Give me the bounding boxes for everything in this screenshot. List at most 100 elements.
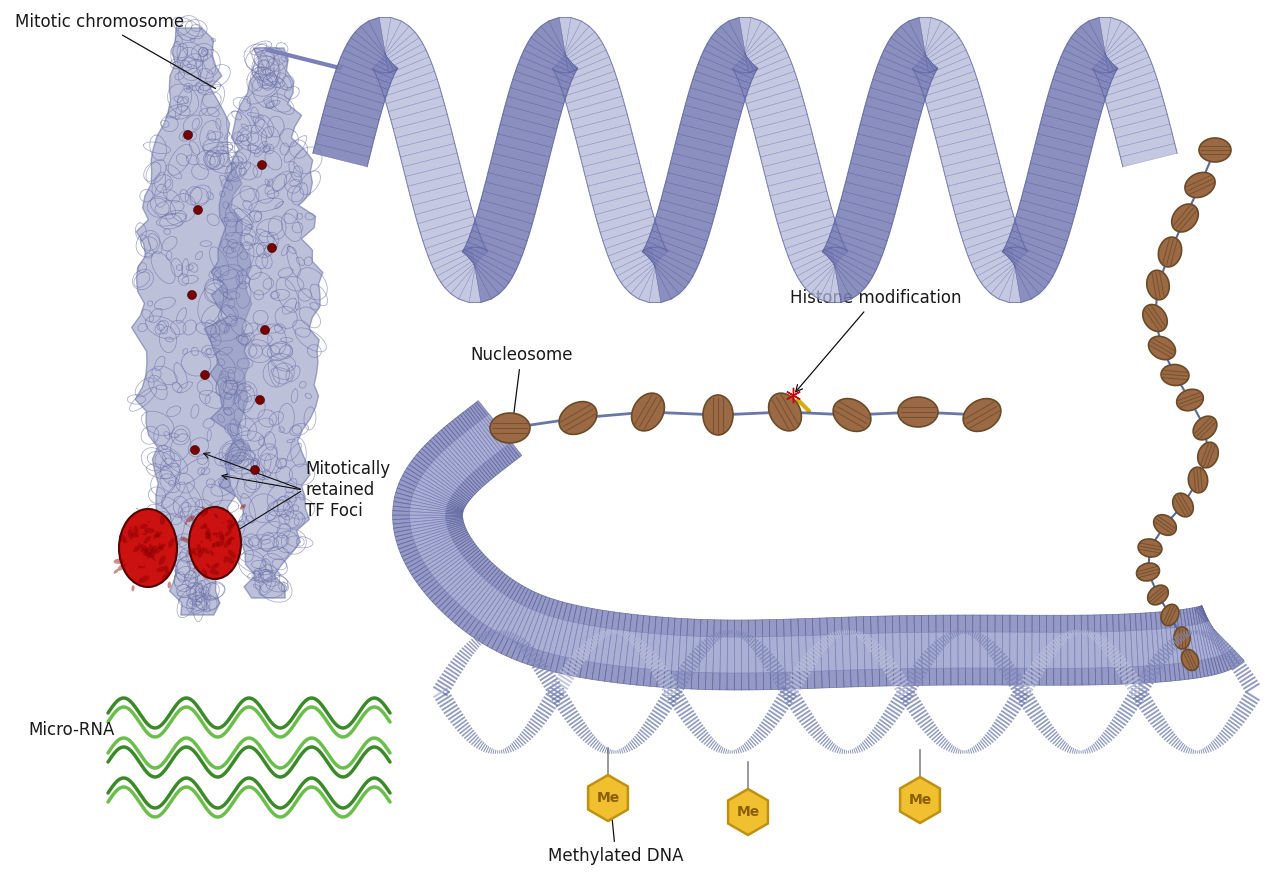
Ellipse shape xyxy=(899,397,938,427)
Polygon shape xyxy=(1103,79,1160,104)
Polygon shape xyxy=(1009,247,1021,302)
Polygon shape xyxy=(1010,615,1018,685)
Polygon shape xyxy=(522,597,550,664)
Polygon shape xyxy=(824,246,876,276)
Polygon shape xyxy=(330,79,387,104)
Ellipse shape xyxy=(154,534,160,538)
Polygon shape xyxy=(1096,18,1121,73)
Polygon shape xyxy=(396,124,452,148)
Polygon shape xyxy=(1002,249,1053,283)
Polygon shape xyxy=(492,598,513,631)
Polygon shape xyxy=(955,200,1011,224)
Polygon shape xyxy=(600,216,657,241)
Polygon shape xyxy=(467,236,522,263)
Polygon shape xyxy=(411,521,447,530)
Polygon shape xyxy=(1189,625,1198,661)
Polygon shape xyxy=(721,637,727,673)
Polygon shape xyxy=(396,488,463,511)
Polygon shape xyxy=(1068,615,1075,685)
Ellipse shape xyxy=(156,566,166,573)
Ellipse shape xyxy=(963,398,1001,431)
Polygon shape xyxy=(397,524,465,549)
Polygon shape xyxy=(516,64,571,90)
Polygon shape xyxy=(539,601,563,669)
Polygon shape xyxy=(786,230,841,256)
Polygon shape xyxy=(1075,26,1117,69)
Polygon shape xyxy=(1041,115,1097,138)
Polygon shape xyxy=(1142,629,1149,666)
Polygon shape xyxy=(328,87,384,112)
Polygon shape xyxy=(783,619,794,689)
Polygon shape xyxy=(403,530,467,565)
Polygon shape xyxy=(425,443,477,494)
Polygon shape xyxy=(908,632,915,669)
Polygon shape xyxy=(452,567,500,623)
Polygon shape xyxy=(483,584,522,646)
Polygon shape xyxy=(1043,105,1100,129)
Polygon shape xyxy=(355,26,398,69)
Polygon shape xyxy=(855,133,913,157)
Polygon shape xyxy=(986,251,1028,293)
Polygon shape xyxy=(827,236,882,263)
Polygon shape xyxy=(1140,613,1151,683)
Polygon shape xyxy=(393,517,463,528)
Polygon shape xyxy=(658,634,667,670)
Polygon shape xyxy=(995,615,1002,685)
Polygon shape xyxy=(1160,612,1171,682)
Ellipse shape xyxy=(148,544,154,554)
Polygon shape xyxy=(468,247,481,302)
Polygon shape xyxy=(589,626,600,662)
Polygon shape xyxy=(1125,630,1133,667)
Ellipse shape xyxy=(193,525,196,527)
Polygon shape xyxy=(617,249,667,283)
Polygon shape xyxy=(841,191,897,215)
Polygon shape xyxy=(927,87,982,112)
Polygon shape xyxy=(781,216,836,241)
Polygon shape xyxy=(1161,629,1169,665)
Polygon shape xyxy=(425,469,456,493)
Circle shape xyxy=(251,466,260,475)
Polygon shape xyxy=(421,474,453,496)
Polygon shape xyxy=(497,589,531,653)
Polygon shape xyxy=(632,632,643,669)
Polygon shape xyxy=(672,635,681,671)
Polygon shape xyxy=(658,200,714,224)
Ellipse shape xyxy=(180,537,189,542)
Ellipse shape xyxy=(128,529,133,540)
Ellipse shape xyxy=(152,557,156,561)
Polygon shape xyxy=(913,21,950,71)
Polygon shape xyxy=(876,64,931,90)
Polygon shape xyxy=(393,501,463,514)
Polygon shape xyxy=(590,182,646,205)
Ellipse shape xyxy=(186,522,187,525)
Polygon shape xyxy=(498,124,554,148)
Ellipse shape xyxy=(114,558,124,564)
Ellipse shape xyxy=(212,533,218,535)
Polygon shape xyxy=(924,79,979,104)
Polygon shape xyxy=(878,633,886,669)
Polygon shape xyxy=(797,619,808,689)
Polygon shape xyxy=(918,57,972,84)
Polygon shape xyxy=(763,620,771,690)
Polygon shape xyxy=(691,619,701,689)
Ellipse shape xyxy=(145,531,147,535)
Polygon shape xyxy=(550,603,572,672)
Polygon shape xyxy=(1187,608,1201,678)
Polygon shape xyxy=(470,230,525,256)
Polygon shape xyxy=(829,230,884,256)
Polygon shape xyxy=(936,615,943,685)
Polygon shape xyxy=(387,87,443,112)
Polygon shape xyxy=(643,249,680,299)
Polygon shape xyxy=(605,230,660,256)
Polygon shape xyxy=(777,620,786,690)
Polygon shape xyxy=(508,606,529,640)
Polygon shape xyxy=(739,18,751,73)
Polygon shape xyxy=(486,414,511,444)
Polygon shape xyxy=(463,249,499,299)
Polygon shape xyxy=(777,637,785,672)
Polygon shape xyxy=(1010,632,1018,669)
Polygon shape xyxy=(699,620,708,690)
Polygon shape xyxy=(372,26,415,69)
Polygon shape xyxy=(1135,613,1144,684)
Polygon shape xyxy=(492,588,529,651)
